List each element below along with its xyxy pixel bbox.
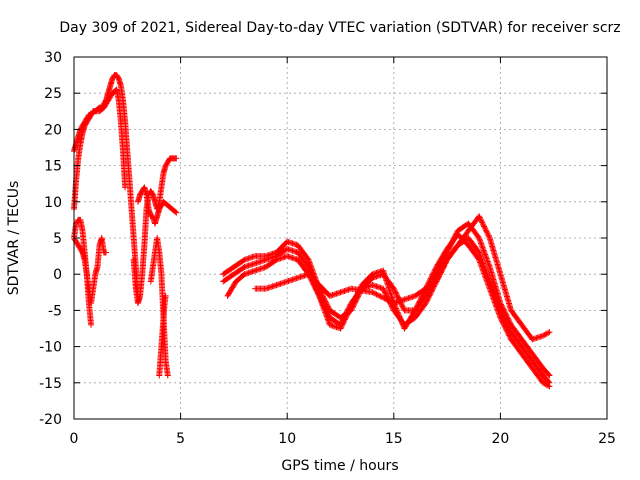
series-arc-l xyxy=(252,213,553,343)
series-arc-f xyxy=(134,184,180,227)
y-tick-label: 5 xyxy=(53,231,62,247)
series-arc-k xyxy=(224,231,553,390)
y-tick-label: 10 xyxy=(44,195,62,211)
x-tick-label: 15 xyxy=(385,431,403,447)
y-tick-label: 25 xyxy=(44,86,62,102)
x-tick-label: 10 xyxy=(278,431,296,447)
chart-title: Day 309 of 2021, Sidereal Day-to-day VTE… xyxy=(59,20,620,36)
grid xyxy=(74,57,607,419)
x-tick-label: 25 xyxy=(598,431,616,447)
y-tick-label: 15 xyxy=(44,159,62,175)
x-axis-label: GPS time / hours xyxy=(281,458,398,474)
y-tick-label: 20 xyxy=(44,122,62,138)
y-tick-label: 0 xyxy=(53,267,62,283)
x-tick-label: 20 xyxy=(491,431,509,447)
series-arc-h xyxy=(156,292,169,379)
y-tick-label: -5 xyxy=(48,303,62,319)
y-axis-label: SDTVAR / TECUs xyxy=(6,181,22,296)
axis-ticks xyxy=(73,56,608,420)
data-series xyxy=(71,72,553,390)
y-tick-label: -10 xyxy=(39,340,62,356)
y-tick-label: -20 xyxy=(39,412,62,428)
series-arc-e xyxy=(130,155,180,307)
x-tick-label: 5 xyxy=(176,431,185,447)
y-tick-label: -15 xyxy=(39,376,62,392)
tick-labels: 0 5 10 15 20 25 -20 -15 -10 -5 0 5 10 15 20 25 30 xyxy=(39,50,616,447)
x-tick-label: 0 xyxy=(70,431,79,447)
y-tick-label: 30 xyxy=(44,50,62,66)
series-arc-d xyxy=(71,235,109,307)
